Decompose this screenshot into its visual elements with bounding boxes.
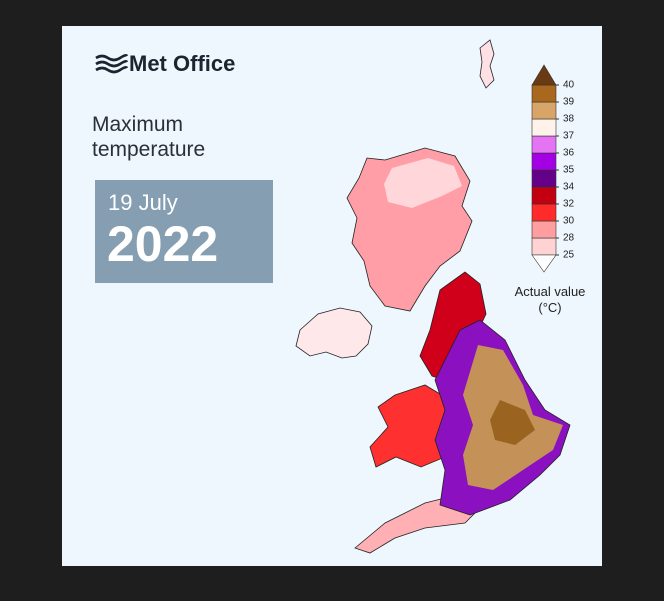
legend-tick-label: 38: [563, 114, 575, 125]
legend-tick-label: 30: [563, 216, 575, 227]
legend-title-box: Actual value (°C): [514, 284, 586, 315]
legend-swatch: [531, 101, 557, 120]
legend-title: Actual value (°C): [514, 284, 586, 315]
legend-tick-label: 36: [563, 148, 575, 159]
legend-swatch: [531, 203, 557, 222]
scotland-highlands: [384, 158, 462, 208]
legend-tick-label: 28: [563, 233, 575, 244]
legend-swatch: [531, 84, 557, 103]
legend-tick-label: 34: [563, 182, 575, 193]
logo-text: Met Office: [129, 51, 235, 76]
title-box: Maximum temperature: [92, 113, 206, 161]
legend-swatch: [531, 169, 557, 188]
legend-swatch: [531, 135, 557, 154]
legend-swatch: [531, 220, 557, 239]
legend-tick-label: 37: [563, 131, 575, 142]
legend-tick-label: 40: [563, 80, 575, 91]
logo-icon: [95, 54, 129, 74]
east-core: [490, 400, 535, 445]
legend-tick-label: 39: [563, 97, 575, 108]
shetland: [479, 39, 495, 89]
legend-over: [531, 64, 557, 86]
legend-swatch: [531, 186, 557, 205]
legend-tick-label: 35: [563, 165, 575, 176]
date-box: [95, 180, 273, 283]
date-year: 2022: [107, 216, 218, 272]
legend-tick-label: 32: [563, 199, 575, 210]
legend-tick-label: 25: [563, 250, 575, 261]
title: Maximum temperature: [92, 113, 206, 161]
legend-swatch: [531, 152, 557, 171]
date-day: 19 July: [108, 190, 178, 215]
northern-ireland: [295, 307, 373, 359]
map: [295, 39, 571, 554]
legend-swatch: [531, 118, 557, 137]
legend: 25 28 30 32 34 35 36 37 38 39 40: [531, 64, 575, 273]
legend-under: [531, 254, 557, 273]
legend-swatch: [531, 237, 557, 256]
